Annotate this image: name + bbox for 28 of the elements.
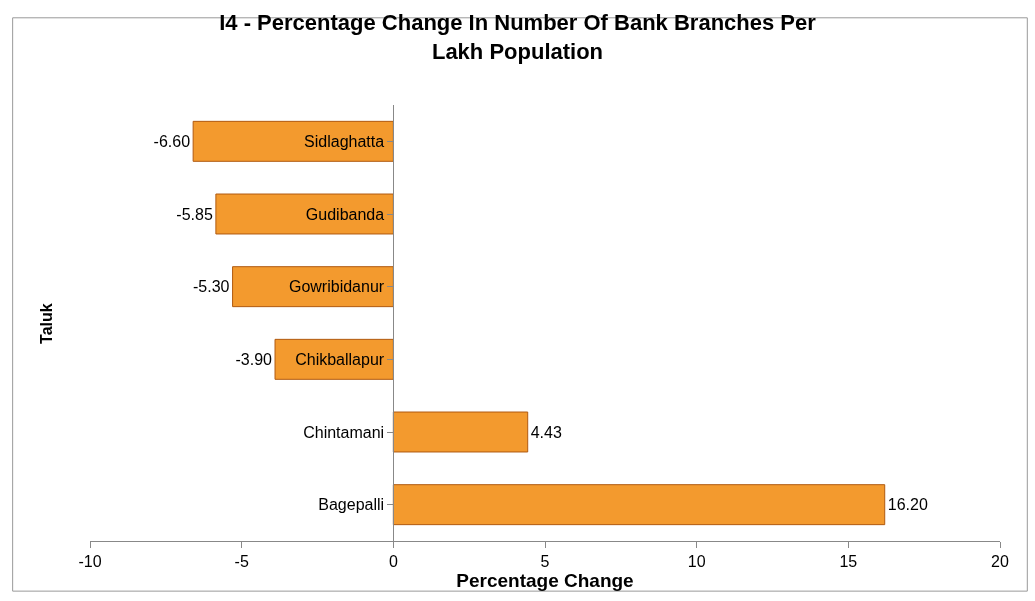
y-axis-title: Taluk [37,303,55,344]
data-label: 4.43 [530,423,562,441]
x-tick-label: 15 [839,553,858,571]
y-tick-label: Sidlaghatta [304,132,385,150]
data-label: 16.20 [887,496,928,514]
x-tick-label: 20 [991,553,1009,571]
data-label: -6.60 [153,132,191,150]
x-tick-label: 5 [540,553,550,571]
x-tick-label: 10 [687,553,706,571]
bar [274,338,394,380]
y-tick-label: Chikballapur [295,350,385,368]
bar [192,120,394,162]
y-tick-label: Chintamani [303,423,385,441]
data-label: -5.85 [176,205,213,223]
chart-title: I4 - Percentage Change In Number Of Bank Branches Per Lakh Population [219,10,817,64]
y-tick-label: Gudibanda [305,205,385,223]
bar [215,193,394,235]
x-tick-label: 0 [388,553,398,571]
x-tick-label: -10 [78,553,102,571]
data-label: -5.30 [193,278,230,296]
y-tick-label: Gowribidanur [288,278,385,296]
data-label: -3.90 [235,350,273,368]
y-tick-label: Bagepalli [318,496,385,514]
bar [392,411,529,453]
x-axis-title: Percentage Change [456,570,634,592]
x-tick-label: -5 [234,553,249,571]
bar [232,266,394,308]
bar [392,484,886,526]
